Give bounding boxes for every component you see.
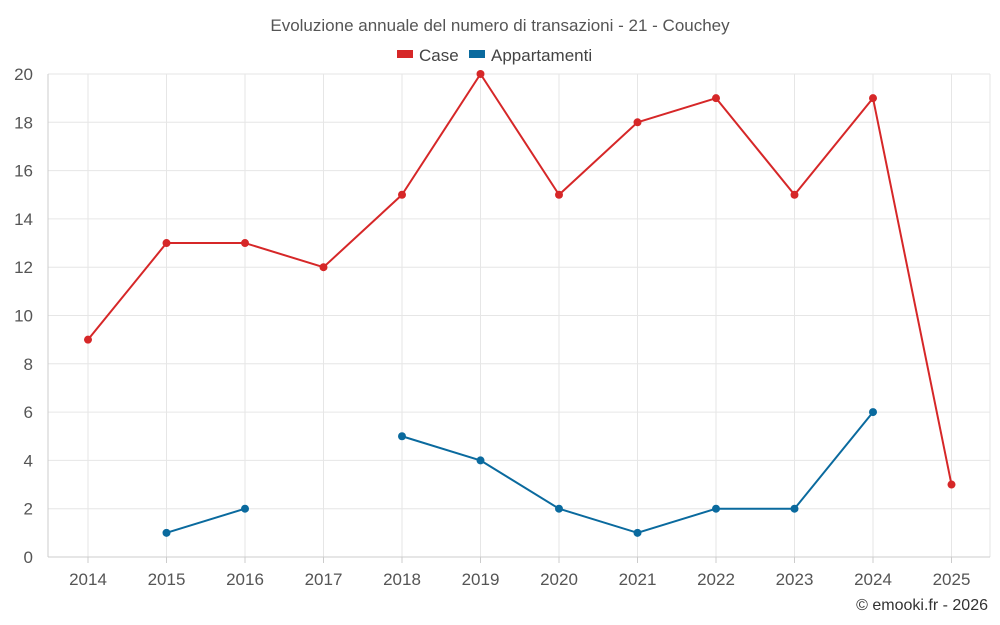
data-point-case (398, 190, 406, 199)
data-point-case (633, 118, 642, 127)
y-tick-label: 16 (14, 162, 33, 181)
data-point-appartamenti (398, 432, 406, 441)
data-point-case (162, 239, 171, 248)
y-tick-label: 20 (14, 65, 33, 84)
x-tick-label: 2023 (776, 570, 814, 589)
legend: Case Appartamenti (397, 46, 592, 65)
y-tick-label: 2 (24, 500, 33, 519)
y-tick-label: 6 (24, 403, 33, 422)
x-tick-label: 2014 (69, 570, 107, 589)
data-point-case (712, 94, 720, 103)
credit: © emooki.fr - 2026 (856, 597, 988, 614)
y-tick-label: 8 (24, 355, 33, 374)
x-tick-label: 2022 (697, 570, 735, 589)
x-tick-label: 2025 (933, 570, 971, 589)
y-tick-label: 12 (14, 258, 33, 277)
data-point-case (319, 263, 328, 272)
series (84, 70, 956, 537)
y-tick-label: 4 (24, 451, 33, 470)
data-point-appartamenti (633, 528, 642, 537)
legend-swatch-case (397, 50, 413, 58)
data-point-appartamenti (712, 504, 720, 513)
y-tick-label: 14 (14, 210, 33, 229)
series-appartamenti (162, 408, 877, 537)
data-point-case (84, 335, 92, 344)
legend-swatch-appartamenti (469, 50, 485, 58)
y-tick-label: 0 (24, 548, 33, 567)
data-point-appartamenti (790, 504, 799, 513)
data-point-case (869, 94, 877, 103)
x-tick-label: 2015 (148, 570, 186, 589)
data-point-case (947, 480, 956, 489)
x-tick-label: 2024 (854, 570, 892, 589)
x-tick-label: 2019 (462, 570, 500, 589)
axes: 0 2 4 6 8 10 12 14 16 18 20 2014 2015 2016 2017 2018 201… (14, 65, 991, 589)
grid (48, 73, 990, 557)
data-point-appartamenti (869, 408, 877, 417)
series-line-case (87, 73, 953, 485)
data-point-appartamenti (162, 528, 171, 537)
chart-title: Evoluzione annuale del numero di transaz… (270, 16, 730, 35)
data-point-case (555, 190, 563, 199)
data-point-appartamenti (241, 504, 249, 513)
data-point-case (476, 70, 485, 78)
legend-label-appartamenti: Appartamenti (491, 46, 592, 65)
x-tick-label: 2018 (383, 570, 421, 589)
x-tick-label: 2020 (540, 570, 578, 589)
data-point-case (790, 190, 799, 199)
x-tick-label: 2021 (619, 570, 657, 589)
data-point-case (241, 239, 249, 248)
x-tick-label: 2017 (305, 570, 343, 589)
legend-label-case: Case (419, 46, 459, 65)
x-tick-label: 2016 (226, 570, 264, 589)
series-case (84, 70, 956, 489)
y-tick-label: 10 (14, 307, 33, 326)
data-point-appartamenti (555, 504, 563, 513)
data-point-appartamenti (476, 456, 485, 465)
y-tick-label: 18 (14, 113, 33, 132)
series-line-appartamenti (166, 507, 246, 534)
